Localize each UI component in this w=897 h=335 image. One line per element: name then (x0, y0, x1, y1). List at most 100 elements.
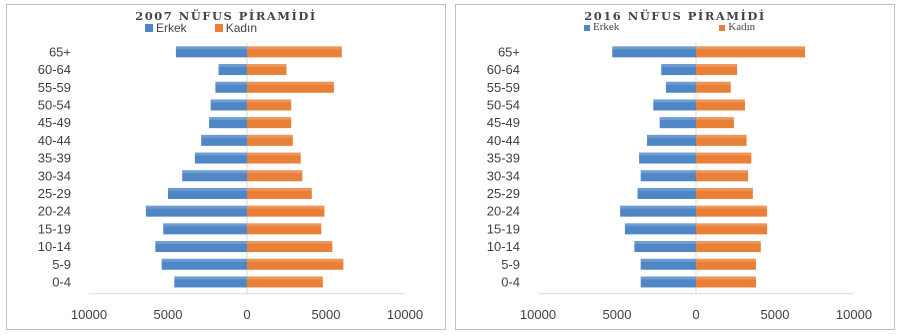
x-tick-label: 0 (692, 307, 699, 322)
x-tick-label: 5000 (603, 307, 632, 322)
bar-male (639, 152, 696, 164)
category-label: 45-49 (38, 115, 71, 130)
bar-female-highlight (247, 46, 342, 50)
legend-item-male: Erkek (145, 22, 187, 34)
bar-female-highlight (247, 258, 344, 262)
bar-female-highlight (247, 117, 292, 121)
bar-male-highlight (653, 99, 696, 103)
bar-female (247, 81, 334, 93)
legend-label-female: Kadın (728, 21, 756, 33)
x-tick-label: 10000 (836, 307, 872, 322)
bar-male-highlight (145, 205, 247, 209)
bar-female (247, 117, 292, 129)
bar-female (247, 205, 325, 217)
bar-female (247, 258, 344, 270)
bar-female (696, 276, 757, 288)
bar-male-highlight (215, 81, 247, 85)
bar-female (696, 205, 768, 217)
category-label: 40-44 (487, 133, 520, 148)
bar-male (640, 170, 696, 182)
bar-male-highlight (161, 258, 247, 262)
bar-male (209, 117, 247, 129)
bar-female (696, 187, 753, 199)
bar-female-highlight (696, 187, 753, 191)
bar-female-highlight (696, 81, 731, 85)
bar-male-highlight (640, 170, 696, 174)
bar-male-highlight (168, 187, 247, 191)
chart-plot-area: 65+ 60-64 55-59 50-54 45-49 40-44 35-39 30-34 25… (487, 43, 872, 322)
bar-female-highlight (247, 99, 292, 103)
x-tick-label: 0 (243, 307, 250, 322)
bar-male-highlight (640, 258, 696, 262)
bar-male-highlight (634, 241, 696, 245)
bar-male-highlight (612, 46, 696, 50)
bar-female (696, 64, 738, 76)
bar-female-highlight (247, 170, 303, 174)
bar-male-highlight (647, 134, 696, 138)
category-label: 55-59 (38, 80, 71, 95)
x-tick-label: 5000 (761, 307, 790, 322)
bar-female (696, 152, 752, 164)
bar-male (145, 205, 247, 217)
bar-male-highlight (624, 223, 696, 227)
bar-female (247, 64, 287, 76)
bar-male (640, 258, 696, 270)
bar-female (247, 223, 322, 235)
chart-title: 2016 NÜFUS PİRAMİDİ (584, 9, 766, 23)
bar-male (201, 134, 247, 146)
bar-male-highlight (661, 64, 696, 68)
bar-male (653, 99, 696, 111)
bar-female (696, 46, 806, 58)
category-label: 5-9 (501, 257, 520, 272)
pyramid-chart-2007: 2007 NÜFUS PİRAMİDİ Erkek Kadın 65+ 60-64… (6, 4, 446, 330)
legend-label-male: Erkek (156, 21, 187, 35)
x-tick-label: 10000 (520, 307, 556, 322)
bar-male (161, 258, 247, 270)
bar-female (696, 170, 749, 182)
bar-female (696, 117, 734, 129)
x-tick-label: 5000 (154, 307, 183, 322)
bar-male-highlight (620, 205, 696, 209)
bar-female (696, 99, 745, 111)
category-label: 50-54 (487, 97, 520, 112)
legend-label-female: Kadın (225, 21, 258, 35)
bar-female-highlight (696, 134, 747, 138)
bar-male (620, 205, 696, 217)
bar-male (218, 64, 247, 76)
bar-female-highlight (247, 241, 333, 245)
category-label: 60-64 (487, 62, 520, 77)
bar-female-highlight (696, 223, 768, 227)
bar-female-highlight (247, 205, 325, 209)
bar-male-highlight (210, 99, 247, 103)
bar-male-highlight (665, 81, 696, 85)
legend-swatch-female (214, 24, 223, 32)
bar-female (696, 241, 761, 253)
bar-male-highlight (182, 170, 247, 174)
legend-item-female: Kadın (214, 21, 258, 35)
bar-male (155, 241, 247, 253)
bar-male (182, 170, 247, 182)
bar-female (247, 276, 323, 288)
bar-female-highlight (696, 170, 749, 174)
bar-male (624, 223, 696, 235)
bar-female (247, 152, 301, 164)
bar-male (665, 81, 696, 93)
bar-male-highlight (659, 117, 696, 121)
bar-female-highlight (247, 134, 293, 138)
legend-swatch-female (719, 24, 726, 31)
category-label: 15-19 (38, 221, 71, 236)
bar-male (612, 46, 696, 58)
bar-male-highlight (194, 152, 247, 156)
category-label: 30-34 (38, 168, 71, 183)
bar-female (247, 46, 342, 58)
bar-female-highlight (247, 223, 322, 227)
bar-male (640, 276, 696, 288)
category-label: 35-39 (38, 151, 71, 166)
bar-male (175, 46, 247, 58)
bar-male-highlight (639, 152, 696, 156)
bar-female-highlight (247, 276, 323, 280)
bar-male (210, 99, 247, 111)
bar-female-highlight (696, 117, 734, 121)
category-label: 65+ (498, 44, 520, 59)
bar-male (168, 187, 247, 199)
